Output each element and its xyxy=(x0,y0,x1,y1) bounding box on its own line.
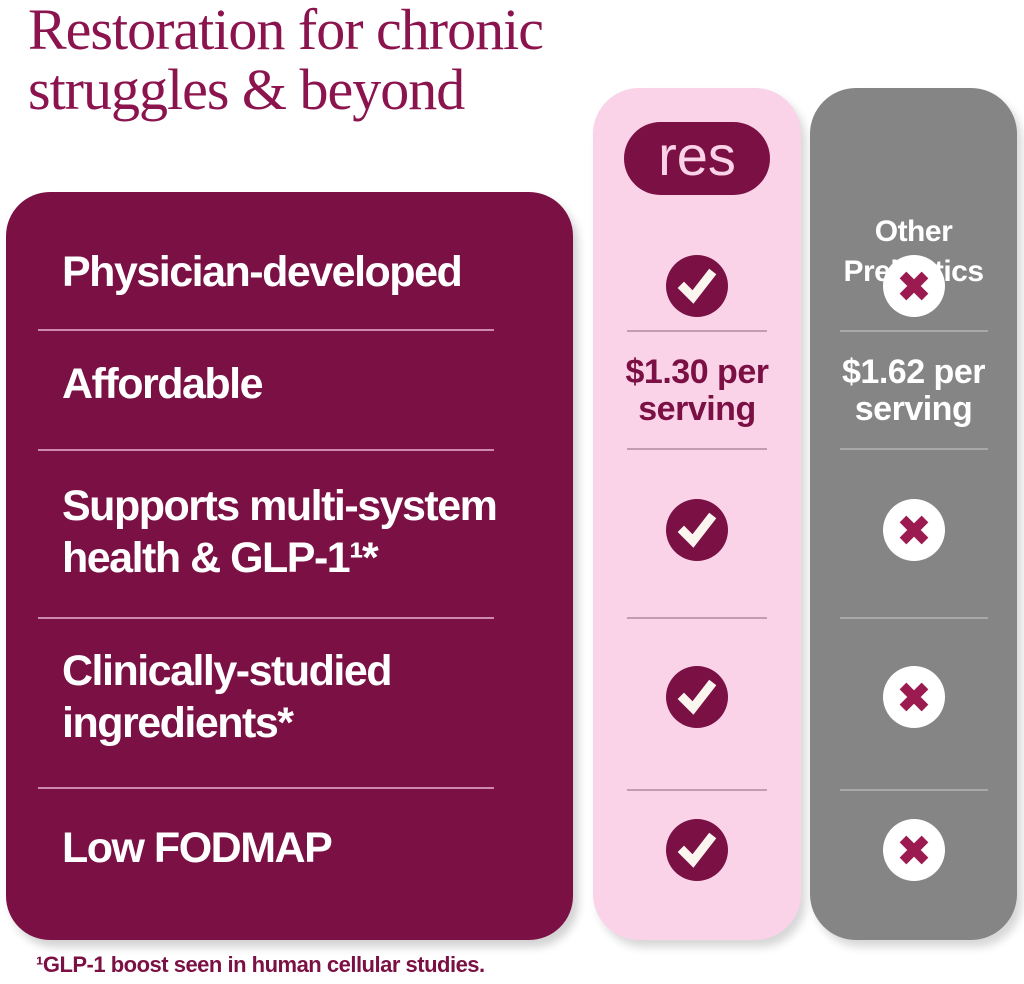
feature-divider xyxy=(38,329,494,331)
feature-label-affordable: Affordable xyxy=(62,360,264,408)
feature-label-line: health & GLP-1¹* xyxy=(62,534,379,582)
check-icon xyxy=(666,666,728,728)
column-divider xyxy=(839,789,988,791)
column-divider xyxy=(627,617,767,619)
feature-label-physician-developed: Physician-developed xyxy=(62,248,463,296)
cross-icon xyxy=(882,499,945,561)
feature-label-line: Clinically-studied xyxy=(62,647,393,695)
page-title-line1: Restoration for chronic xyxy=(28,0,544,62)
res-price: $1.30 per serving xyxy=(593,354,801,428)
feature-label-line: ingredients* xyxy=(62,699,294,747)
feature-label-multi-system: Supports multi-system health & GLP-1¹* xyxy=(62,480,498,584)
feature-card: Physician-developed Affordable Supports … xyxy=(6,192,573,940)
other-price: $1.62 per serving xyxy=(810,354,1017,428)
other-header-line1: Other xyxy=(874,215,953,248)
check-icon xyxy=(666,819,728,881)
res-column: res $1.30 per serving xyxy=(593,88,801,940)
res-price-line1: $1.30 per xyxy=(625,353,769,391)
feature-divider xyxy=(38,617,494,619)
page-title: Restoration for chronic struggles & beyo… xyxy=(28,0,544,122)
feature-label-low-fodmap: Low FODMAP xyxy=(62,824,333,872)
feature-label-clinically-studied: Clinically-studied ingredients* xyxy=(62,645,393,749)
column-divider xyxy=(627,789,767,791)
column-divider xyxy=(627,448,767,450)
other-prebiotics-column: Other Prebiotics $1.62 per serving xyxy=(810,88,1017,940)
check-icon xyxy=(666,499,728,561)
feature-label-line: Supports multi-system xyxy=(62,482,498,530)
footnote: ¹GLP-1 boost seen in human cellular stud… xyxy=(36,952,485,977)
res-logo-text: res xyxy=(658,123,736,187)
column-divider xyxy=(839,330,988,332)
page-title-line2: struggles & beyond xyxy=(28,57,465,122)
feature-divider xyxy=(38,787,494,789)
res-logo: res xyxy=(624,122,770,195)
column-divider xyxy=(839,448,988,450)
cross-icon xyxy=(882,255,945,317)
column-divider xyxy=(627,330,767,332)
feature-divider xyxy=(38,449,494,451)
res-price-line2: serving xyxy=(638,390,756,428)
cross-icon xyxy=(882,666,945,728)
check-icon xyxy=(666,255,728,317)
other-price-line1: $1.62 per xyxy=(842,353,985,391)
cross-icon xyxy=(882,819,945,881)
column-divider xyxy=(839,617,988,619)
other-price-line2: serving xyxy=(854,390,973,428)
